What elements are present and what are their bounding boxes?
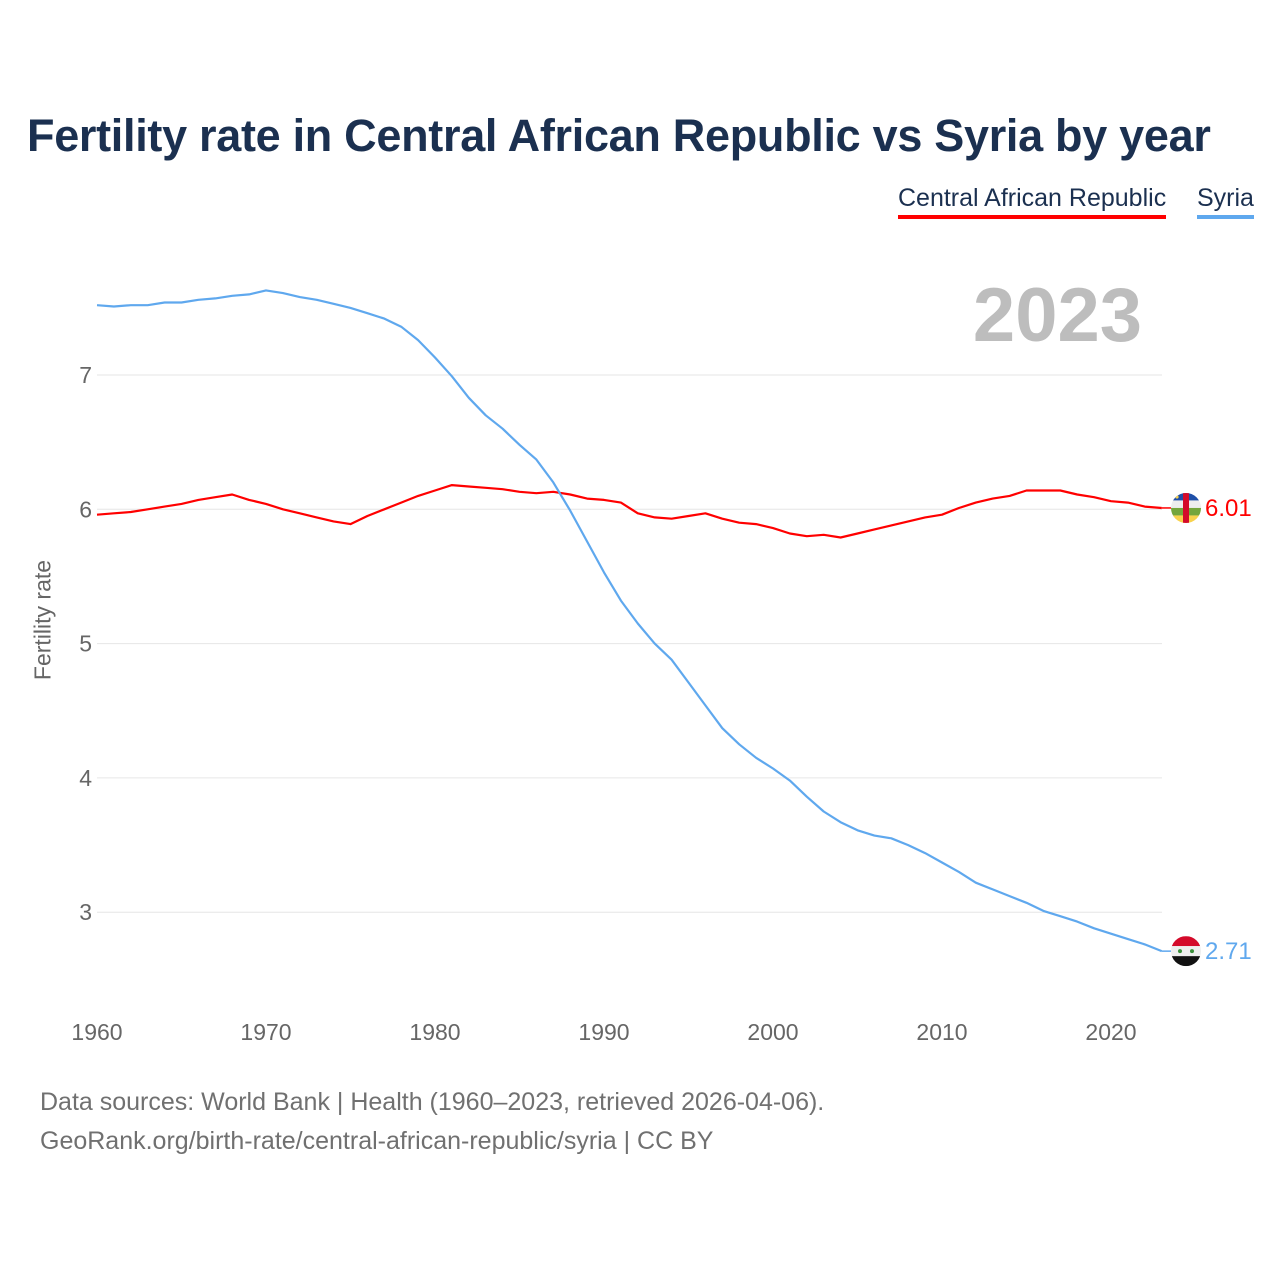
series-line-central-african-republic — [96, 484, 1162, 539]
end-value-label: 6.01 — [1205, 495, 1252, 522]
x-tick-label: 1970 — [240, 1019, 291, 1045]
flag-central-african-republic-icon — [1171, 492, 1201, 523]
flag-body — [1171, 492, 1201, 523]
flag-star — [1190, 949, 1194, 954]
y-tick-label: 6 — [79, 496, 92, 522]
flag-star — [1175, 495, 1179, 499]
data-source-note: Data sources: World Bank | Health (1960–… — [40, 1088, 825, 1116]
source-link[interactable]: GeoRank.org/birth-rate/central-african-r… — [40, 1127, 714, 1155]
x-tick-label: 1990 — [578, 1019, 629, 1045]
x-tick-label: 1960 — [71, 1019, 122, 1045]
end-value-label: 2.71 — [1205, 938, 1252, 965]
flag-stripe — [1171, 946, 1201, 957]
x-tick-label: 1980 — [409, 1019, 460, 1045]
flag-star — [1178, 949, 1182, 954]
flag-syria-icon — [1171, 936, 1201, 967]
chart-title: Fertility rate in Central African Republ… — [27, 110, 1211, 161]
flag-stripe — [1171, 936, 1201, 947]
y-tick-label: 5 — [79, 631, 92, 657]
legend-item-syria[interactable]: Syria — [1197, 184, 1254, 219]
current-year-label: 2023 — [972, 273, 1142, 358]
flag-stripe — [1183, 492, 1189, 523]
series-line-syria — [96, 289, 1163, 953]
legend-item-central-african-republic[interactable]: Central African Republic — [898, 184, 1167, 219]
x-tick-label: 2000 — [747, 1019, 798, 1045]
y-tick-label: 7 — [79, 362, 92, 388]
flag-body — [1171, 936, 1201, 967]
y-tick-label: 4 — [79, 765, 92, 791]
x-tick-label: 2010 — [916, 1019, 967, 1045]
y-tick-label: 3 — [79, 899, 92, 925]
flag-stripe — [1171, 956, 1201, 967]
x-tick-label: 2020 — [1085, 1019, 1136, 1045]
